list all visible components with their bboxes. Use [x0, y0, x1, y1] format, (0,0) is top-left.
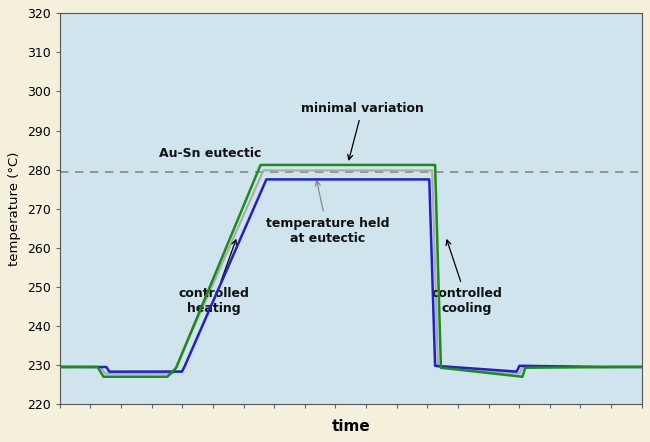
Text: controlled
heating: controlled heating	[179, 240, 250, 315]
Y-axis label: temperature (°C): temperature (°C)	[8, 152, 21, 266]
Text: temperature held
at eutectic: temperature held at eutectic	[266, 181, 389, 244]
X-axis label: time: time	[332, 419, 370, 434]
Text: controlled
cooling: controlled cooling	[432, 240, 502, 315]
Text: minimal variation: minimal variation	[301, 102, 424, 160]
Text: Au-Sn eutectic: Au-Sn eutectic	[159, 147, 261, 160]
